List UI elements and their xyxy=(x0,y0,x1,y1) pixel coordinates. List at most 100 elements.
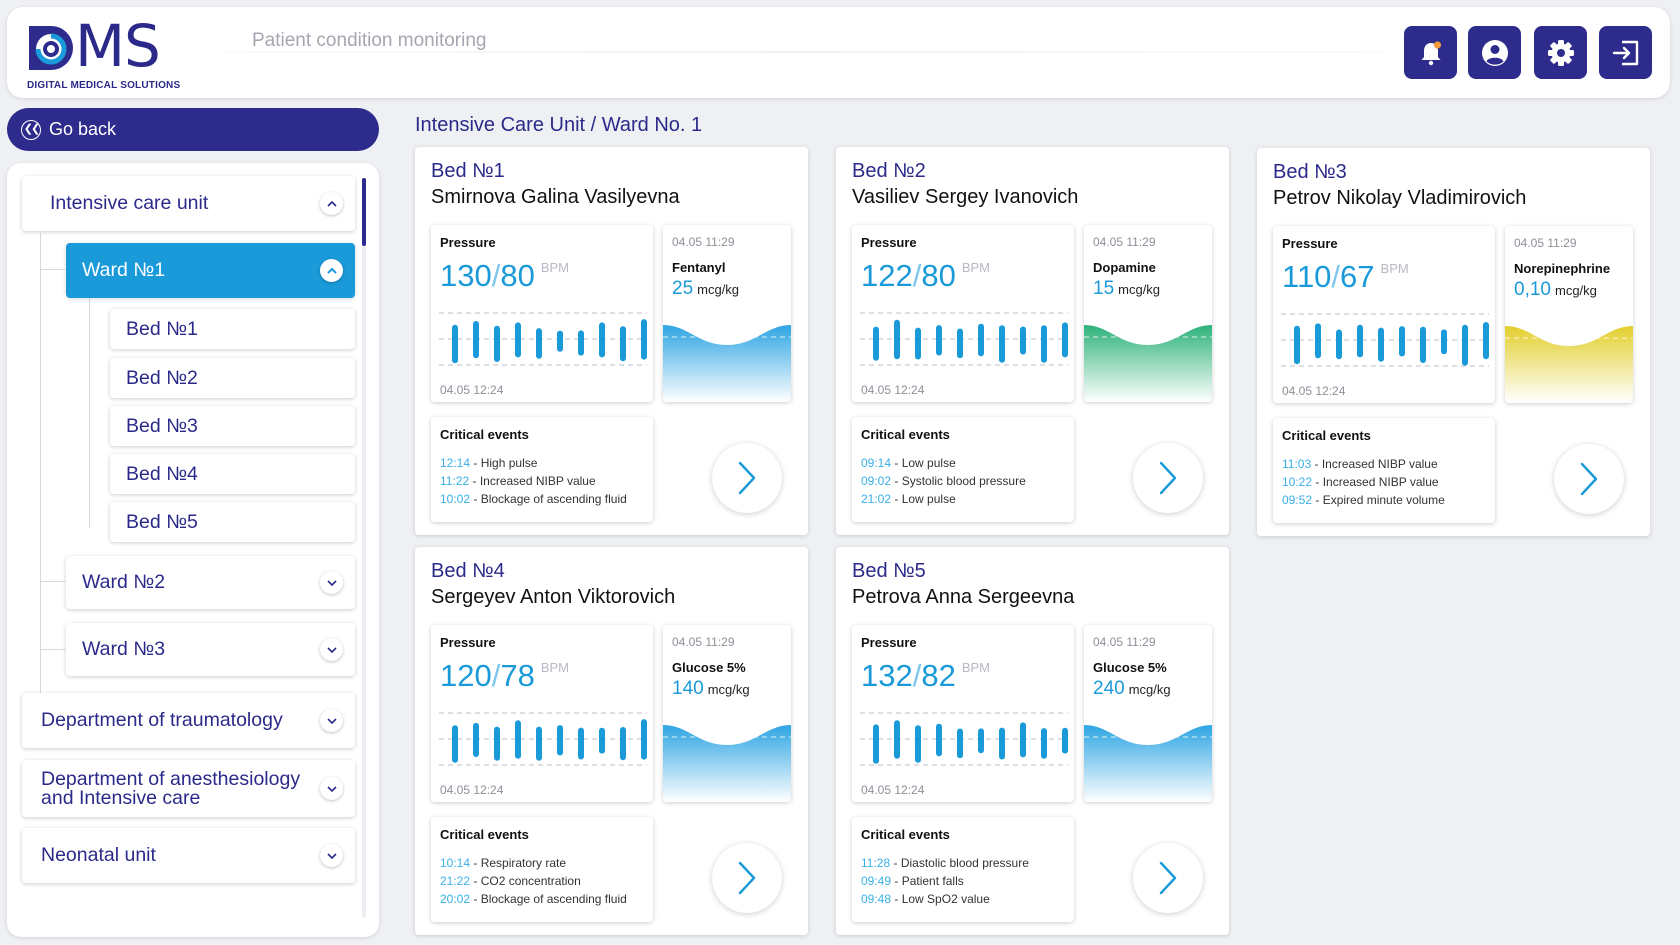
event-text: Respiratory rate xyxy=(480,856,567,870)
medication-timestamp: 04.05 11:29 xyxy=(1514,236,1577,250)
diastolic-value: 67 xyxy=(1340,259,1375,294)
event-item[interactable]: 21:22 - CO2 concentration xyxy=(440,874,581,888)
event-text: Low SpO2 value xyxy=(901,892,990,906)
sidebar-scroll-thumb[interactable] xyxy=(362,178,366,246)
header-divider xyxy=(222,51,1382,53)
bed-number: Bed №2 xyxy=(852,160,926,182)
event-item[interactable]: 09:52 - Expired minute volume xyxy=(1282,493,1445,507)
chevron-up-icon[interactable] xyxy=(320,192,343,215)
chevron-down-icon[interactable] xyxy=(320,638,343,661)
event-text: Increased NIBP value xyxy=(1321,457,1438,471)
pressure-label: Pressure xyxy=(1282,236,1338,251)
event-item[interactable]: 10:02 - Blockage of ascending fluid xyxy=(440,492,627,506)
pressure-panel: Pressure 110/67 BPM 04.05 12:24 xyxy=(1273,226,1495,403)
diastolic-value: 80 xyxy=(921,258,956,293)
patient-name: Petrov Nikolay Vladimirovich xyxy=(1273,187,1527,209)
bell-icon xyxy=(1421,40,1441,65)
logo-subtitle: DIGITAL MEDICAL SOLUTIONS xyxy=(27,80,181,91)
bed-card[interactable]: Bed №5 Petrova Anna Sergeevna Pressure 1… xyxy=(836,547,1229,935)
medication-value: 25 xyxy=(672,278,694,299)
patient-name: Sergeyev Anton Viktorovich xyxy=(431,586,676,608)
go-back-button[interactable]: ❮❮ Go back xyxy=(7,108,379,151)
settings-button[interactable] xyxy=(1534,26,1587,79)
notifications-button[interactable] xyxy=(1404,26,1457,79)
profile-button[interactable] xyxy=(1468,26,1521,79)
bed-card[interactable]: Bed №3 Petrov Nikolay Vladimirovich Pres… xyxy=(1257,148,1650,536)
tree-line xyxy=(89,293,90,528)
pulse-chart xyxy=(860,712,1068,766)
sidebar-unit-intensive-care[interactable]: Intensive care unit xyxy=(22,176,355,231)
chevron-right-icon xyxy=(1580,462,1598,496)
sidebar-bed-4[interactable]: Bed №4 xyxy=(110,454,355,494)
medication-dose: 240 mcg/kg xyxy=(1093,678,1171,700)
diastolic-value: 82 xyxy=(921,658,956,693)
sidebar-ward-2[interactable]: Ward №2 xyxy=(66,556,355,609)
open-bed-button[interactable] xyxy=(1133,443,1203,513)
open-bed-button[interactable] xyxy=(712,843,782,913)
sidebar-unit-anesthesiology[interactable]: Department of anesthesiology and Intensi… xyxy=(22,760,355,817)
chevron-up-icon[interactable] xyxy=(320,259,343,282)
open-bed-button[interactable] xyxy=(1554,444,1624,514)
medication-timestamp: 04.05 11:29 xyxy=(672,235,735,249)
event-item[interactable]: 09:48 - Low SpO2 value xyxy=(861,892,990,906)
medication-panel: 04.05 11:29 Glucose 5% 240 mcg/kg xyxy=(1084,625,1212,802)
header: MS DIGITAL MEDICAL SOLUTIONS Patient con… xyxy=(7,7,1670,98)
event-item[interactable]: 21:02 - Low pulse xyxy=(861,492,956,506)
sidebar-ward-3[interactable]: Ward №3 xyxy=(66,623,355,676)
chevron-down-icon[interactable] xyxy=(320,844,343,867)
event-item[interactable]: 11:03 - Increased NIBP value xyxy=(1282,457,1438,471)
pressure-unit: BPM xyxy=(961,260,991,275)
medication-unit: mcg/kg xyxy=(697,282,740,297)
event-time: 10:22 xyxy=(1282,475,1313,489)
event-item[interactable]: 09:49 - Patient falls xyxy=(861,874,964,888)
event-item[interactable]: 10:14 - Respiratory rate xyxy=(440,856,567,870)
event-item[interactable]: 11:28 - Diastolic blood pressure xyxy=(861,856,1029,870)
sidebar-scrollbar[interactable] xyxy=(362,178,366,918)
sidebar-bed-3[interactable]: Bed №3 xyxy=(110,406,355,446)
event-item[interactable]: 09:02 - Systolic blood pressure xyxy=(861,474,1026,488)
medication-name: Fentanyl xyxy=(672,260,726,275)
event-item[interactable]: 10:22 - Increased NIBP value xyxy=(1282,475,1439,489)
critical-events-list: 12:14 - High pulse 11:22 - Increased NIBP… xyxy=(440,454,627,508)
chevron-down-icon[interactable] xyxy=(320,709,343,732)
patient-name: Petrova Anna Sergeevna xyxy=(852,586,1075,608)
sidebar-unit-traumatology[interactable]: Department of traumatology xyxy=(22,693,355,748)
chevron-down-icon[interactable] xyxy=(320,777,343,800)
pressure-unit: BPM xyxy=(961,660,991,675)
event-item[interactable]: 12:14 - High pulse xyxy=(440,456,538,470)
sidebar-item-label: Department of traumatology xyxy=(41,709,283,731)
event-time: 10:02 xyxy=(440,492,471,506)
event-item[interactable]: 09:14 - Low pulse xyxy=(861,456,956,470)
bed-card[interactable]: Bed №4 Sergeyev Anton Viktorovich Pressu… xyxy=(415,547,808,935)
pressure-panel: Pressure 122/80 BPM 04.05 12:24 xyxy=(852,225,1074,402)
chevron-down-icon[interactable] xyxy=(320,571,343,594)
open-bed-button[interactable] xyxy=(712,443,782,513)
bed-card[interactable]: Bed №1 Smirnova Galina Vasilyevna Pressu… xyxy=(415,147,808,535)
sidebar-ward-1[interactable]: Ward №1 xyxy=(66,243,355,298)
sidebar-unit-neonatal[interactable]: Neonatal unit xyxy=(22,828,355,883)
event-item[interactable]: 20:02 - Blockage of ascending fluid xyxy=(440,892,627,906)
sidebar-bed-2[interactable]: Bed №2 xyxy=(110,358,355,398)
sidebar-bed-1[interactable]: Bed №1 xyxy=(110,309,355,349)
critical-events-panel: Critical events 09:14 - Low pulse 09:02 -… xyxy=(852,417,1074,522)
patient-name: Smirnova Galina Vasilyevna xyxy=(431,186,680,208)
sidebar-item-label: Bed №4 xyxy=(126,462,198,485)
tree-line xyxy=(40,649,65,650)
bed-card[interactable]: Bed №2 Vasiliev Sergey Ivanovich Pressur… xyxy=(836,147,1229,535)
open-bed-button[interactable] xyxy=(1133,843,1203,913)
critical-events-panel: Critical events 12:14 - High pulse 11:22 … xyxy=(431,417,653,522)
event-text: Expired minute volume xyxy=(1322,493,1445,507)
event-item[interactable]: 11:22 - Increased NIBP value xyxy=(440,474,596,488)
pulse-chart xyxy=(439,312,647,366)
pressure-panel: Pressure 120/78 BPM 04.05 12:24 xyxy=(431,625,653,802)
medication-value: 15 xyxy=(1093,278,1115,299)
sidebar-item-label: Bed №1 xyxy=(126,317,198,340)
chevron-right-icon xyxy=(738,461,756,495)
logout-button[interactable] xyxy=(1599,26,1652,79)
pressure-separator: / xyxy=(912,258,922,293)
medication-dose: 0,10 mcg/kg xyxy=(1514,279,1597,301)
medication-name: Glucose 5% xyxy=(672,660,746,675)
chevron-right-icon xyxy=(1159,861,1177,895)
event-time: 21:02 xyxy=(861,492,892,506)
sidebar-bed-5[interactable]: Bed №5 xyxy=(110,502,355,542)
